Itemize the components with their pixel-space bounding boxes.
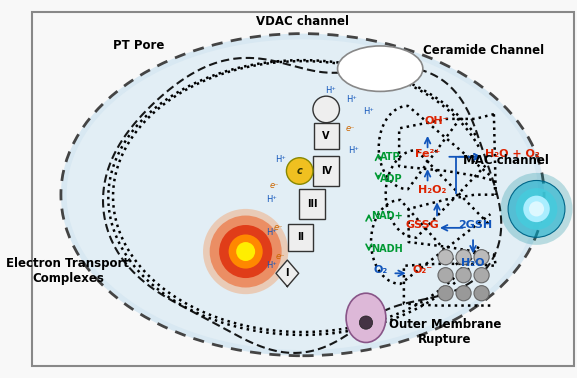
FancyBboxPatch shape (313, 156, 339, 186)
Text: 2GSH: 2GSH (458, 220, 492, 230)
Ellipse shape (61, 34, 544, 356)
Text: O₂: O₂ (373, 265, 387, 275)
Circle shape (209, 215, 282, 288)
Text: III: III (307, 199, 317, 209)
Text: Fe²⁺: Fe²⁺ (415, 149, 440, 159)
Text: e⁻: e⁻ (345, 124, 355, 133)
Text: O₂⁻: O₂⁻ (413, 265, 433, 275)
Text: H⁺: H⁺ (346, 95, 357, 104)
Ellipse shape (346, 293, 386, 342)
Text: H⁺: H⁺ (325, 86, 336, 95)
Text: H⁺: H⁺ (275, 155, 286, 164)
Circle shape (438, 286, 453, 301)
Circle shape (474, 268, 489, 283)
Ellipse shape (359, 316, 373, 329)
Ellipse shape (338, 46, 423, 91)
Circle shape (438, 249, 453, 265)
Text: H₂O: H₂O (461, 258, 485, 268)
Text: ADP: ADP (380, 174, 403, 184)
Text: c: c (297, 166, 302, 176)
Text: MAC channel: MAC channel (463, 154, 549, 167)
Text: II: II (297, 232, 304, 242)
Circle shape (474, 286, 489, 301)
Circle shape (523, 196, 550, 222)
Circle shape (286, 158, 313, 184)
Text: NAD+: NAD+ (370, 211, 403, 222)
Text: PT Pore: PT Pore (113, 39, 164, 52)
Text: OH⁻: OH⁻ (425, 116, 449, 125)
Circle shape (516, 188, 557, 230)
Text: NADH: NADH (370, 244, 403, 254)
Circle shape (500, 173, 572, 245)
Circle shape (456, 286, 471, 301)
Text: H₂O₂: H₂O₂ (418, 185, 447, 195)
Text: IV: IV (321, 166, 332, 176)
Text: H⁺: H⁺ (364, 107, 374, 116)
Text: GSSG: GSSG (406, 220, 440, 230)
FancyBboxPatch shape (299, 189, 325, 219)
Text: ATP: ATP (380, 152, 401, 162)
Circle shape (228, 234, 263, 269)
Circle shape (456, 268, 471, 283)
FancyBboxPatch shape (314, 123, 339, 149)
Circle shape (456, 249, 471, 265)
Text: Ceramide Channel: Ceramide Channel (423, 44, 544, 57)
Circle shape (203, 209, 288, 294)
Text: I: I (286, 268, 289, 278)
Circle shape (236, 242, 255, 261)
Text: H⁺: H⁺ (266, 261, 277, 270)
Circle shape (438, 268, 453, 283)
Polygon shape (276, 260, 299, 287)
Text: H₂O + O₂: H₂O + O₂ (485, 149, 540, 159)
FancyBboxPatch shape (288, 224, 313, 251)
Circle shape (508, 180, 565, 237)
Text: H⁺: H⁺ (349, 146, 359, 155)
Text: e⁻: e⁻ (274, 223, 283, 232)
Text: Electron Transport
Complexes: Electron Transport Complexes (6, 257, 129, 285)
Text: H⁺: H⁺ (266, 228, 277, 237)
Text: V: V (323, 131, 330, 141)
Text: e⁻: e⁻ (276, 252, 286, 261)
Text: Outer Membrane
Rupture: Outer Membrane Rupture (389, 318, 501, 346)
Circle shape (219, 225, 272, 278)
Circle shape (529, 201, 544, 217)
Circle shape (313, 96, 339, 123)
Circle shape (474, 249, 489, 265)
Text: e⁻: e⁻ (269, 181, 279, 190)
Ellipse shape (66, 39, 538, 350)
Text: H⁺: H⁺ (266, 195, 277, 204)
Text: VDAC channel: VDAC channel (257, 15, 350, 28)
